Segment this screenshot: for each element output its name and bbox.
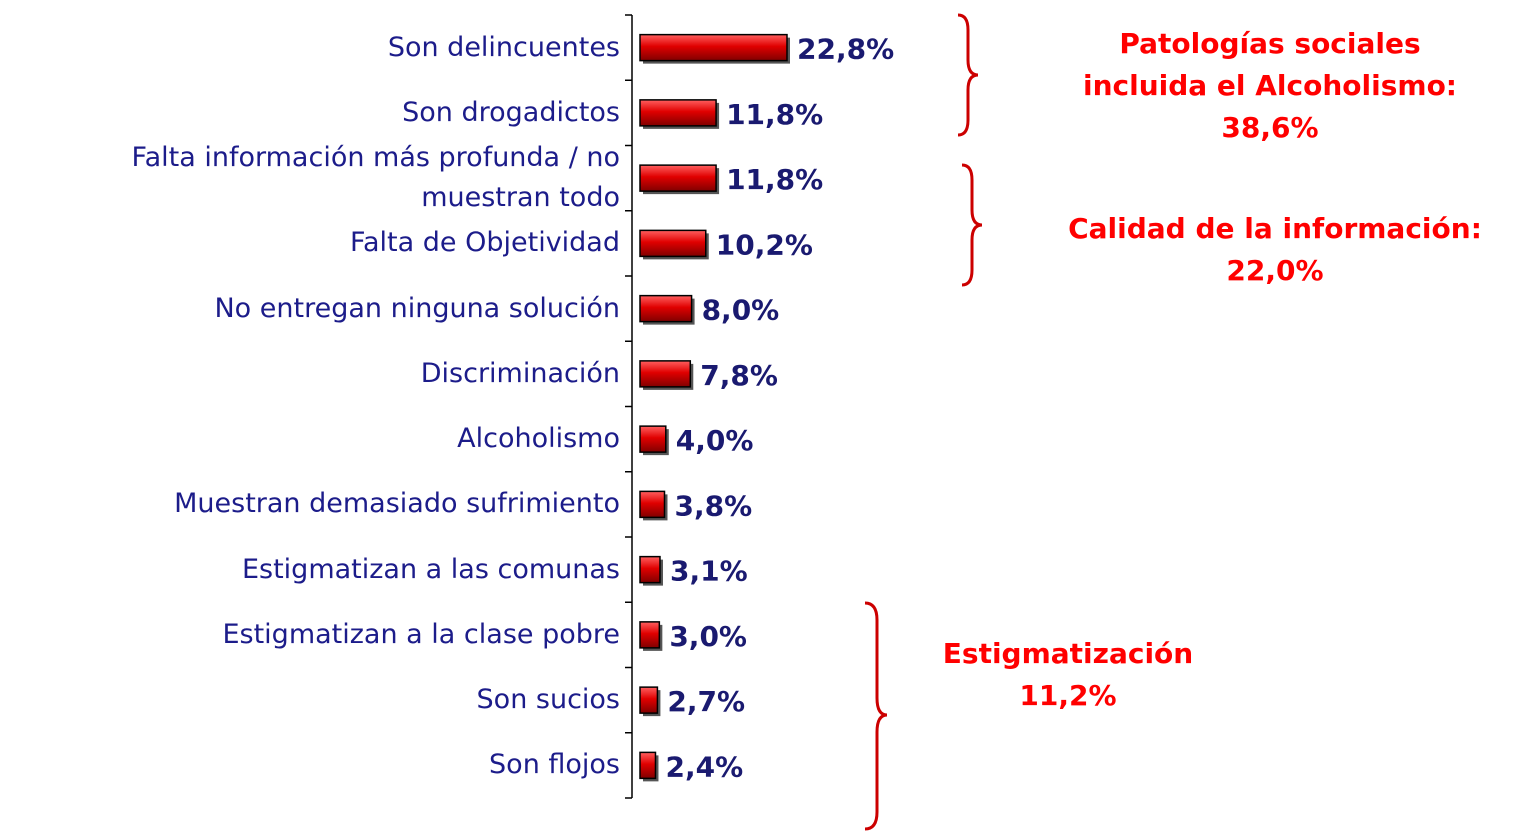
annotation: 22,0% <box>1226 254 1323 287</box>
category-label: Estigmatizan a la clase pobre <box>222 618 620 650</box>
bar <box>639 164 717 192</box>
category-label: No entregan ninguna solución <box>214 292 620 324</box>
bar <box>639 621 661 649</box>
annotation: incluida el Alcoholismo: <box>1083 69 1457 102</box>
annotation: 11,2% <box>1019 679 1116 712</box>
annotation: Calidad de la información: <box>1068 212 1482 245</box>
value-label: 11,8% <box>726 98 823 131</box>
value-label: 2,4% <box>665 750 743 783</box>
bar <box>639 425 667 453</box>
category-label: Alcoholismo <box>457 423 620 455</box>
value-label: 4,0% <box>676 424 754 457</box>
bar <box>639 99 717 127</box>
bar <box>639 686 659 714</box>
category-label: Son flojos <box>489 749 620 781</box>
annotation: Patologías sociales <box>1119 27 1420 60</box>
braces <box>864 13 983 831</box>
bar <box>639 555 661 584</box>
category-label: Muestran demasiado sufrimiento <box>174 488 620 520</box>
value-label: 3,0% <box>669 620 747 653</box>
value-label: 10,2% <box>716 228 813 261</box>
bar <box>639 229 707 258</box>
brace <box>961 163 983 287</box>
value-label: 7,8% <box>700 359 778 392</box>
category-label: Son sucios <box>476 684 620 716</box>
category-label: Estigmatizan a las comunas <box>241 553 620 585</box>
annotation: Estigmatización <box>943 637 1193 670</box>
value-label: 8,0% <box>702 294 780 327</box>
value-label: 11,8% <box>726 163 823 196</box>
category-label: Son delincuentes <box>387 31 620 63</box>
brace <box>957 13 979 137</box>
category-label: Son drogadictos <box>402 96 620 128</box>
value-label: 2,7% <box>667 685 745 718</box>
value-label: 3,1% <box>670 555 748 588</box>
value-label: 22,8% <box>797 33 894 66</box>
brace <box>864 601 888 831</box>
value-label: 3,8% <box>675 489 753 522</box>
bar <box>639 360 692 388</box>
bar <box>639 294 693 323</box>
category-label: Falta información más profunda / no mues… <box>131 142 620 214</box>
bar <box>639 490 666 519</box>
annotation: 38,6% <box>1221 111 1318 144</box>
category-label: Discriminación <box>420 357 620 389</box>
category-label: Falta de Objetividad <box>349 227 620 259</box>
bar <box>639 33 788 62</box>
bar <box>639 751 657 780</box>
